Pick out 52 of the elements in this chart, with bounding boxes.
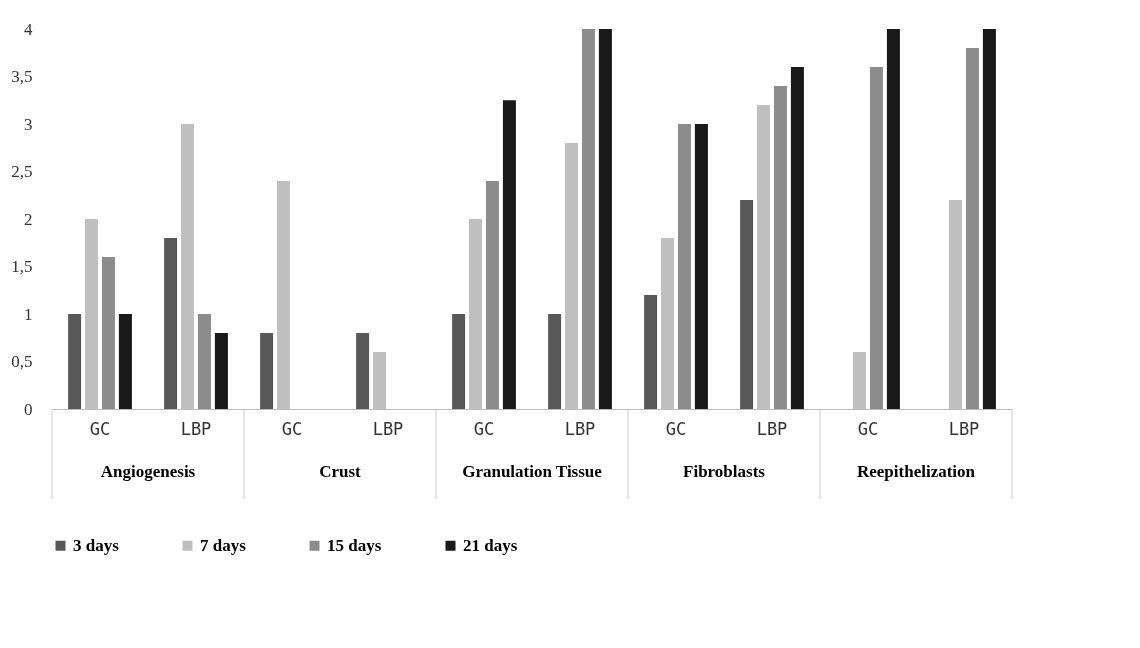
bar — [694, 124, 708, 409]
y-tick-label: 2 — [24, 209, 33, 229]
bar — [644, 295, 658, 409]
bar — [214, 333, 228, 409]
text: Fibroblasts — [683, 462, 766, 481]
x-tick-label: LBP — [564, 418, 596, 439]
bar — [485, 181, 499, 409]
bar — [260, 333, 274, 409]
x-tick-label: LBP — [948, 418, 980, 439]
bar — [101, 257, 115, 409]
bar — [581, 29, 595, 409]
bar — [773, 86, 787, 409]
legend-label: 7 days — [200, 535, 247, 555]
x-tick-label: GC — [89, 418, 111, 439]
y-tick-label: 1 — [24, 304, 33, 324]
x-tick-label: LBP — [756, 418, 788, 439]
y-tick-label: 0 — [24, 399, 33, 419]
x-tick-label: GC — [857, 418, 879, 439]
legend-label: 15 days — [327, 535, 382, 555]
text: Granulation Tissue — [462, 462, 603, 481]
bar — [197, 314, 211, 409]
bar — [886, 29, 900, 409]
y-tick-label: 1,5 — [11, 257, 33, 276]
y-tick-label: 4 — [24, 19, 33, 39]
legend-label: 21 days — [463, 535, 518, 555]
bar — [598, 29, 612, 409]
text: Angiogenesis — [100, 462, 196, 481]
bar — [740, 200, 754, 409]
bar — [118, 314, 132, 409]
text: Crust — [319, 462, 362, 481]
y-tick-label: 3,5 — [11, 67, 33, 86]
bar — [982, 29, 996, 409]
x-tick-label: GC — [473, 418, 495, 439]
x-tick-label: LBP — [180, 418, 212, 439]
y-tick-label: 0,5 — [11, 352, 33, 371]
bar — [502, 100, 516, 409]
bar — [790, 67, 804, 409]
y-tick-label: 3 — [24, 114, 33, 134]
bar — [356, 333, 370, 409]
x-tick-label: GC — [665, 418, 687, 439]
bar — [548, 314, 562, 409]
bar — [164, 238, 178, 409]
bar — [677, 124, 691, 409]
bar — [452, 314, 466, 409]
legend-label: 3 days — [73, 535, 120, 555]
bar — [68, 314, 82, 409]
y-tick-label: 2,5 — [11, 162, 33, 181]
x-tick-label: GC — [281, 418, 303, 439]
text: Reepithelization — [856, 462, 976, 481]
bar — [965, 48, 979, 409]
x-tick-label: LBP — [372, 418, 404, 439]
bar — [869, 67, 883, 409]
